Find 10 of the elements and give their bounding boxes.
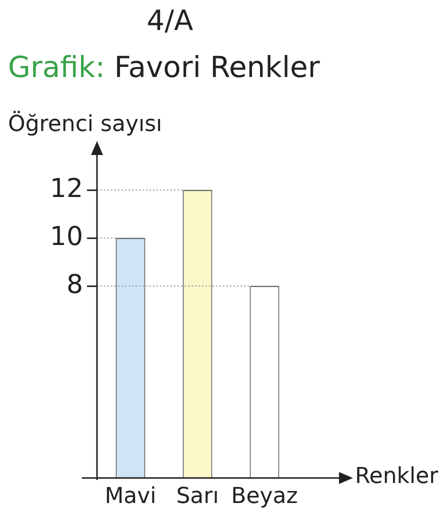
y-tick-label: 8 [66,270,83,300]
y-tick-label: 12 [50,174,83,204]
y-tick-label: 10 [50,222,83,252]
x-axis-title: Renkler [355,464,438,489]
chart-title: 4/A [146,4,194,37]
x-tick-label: Beyaz [231,484,298,509]
y-axis-title: Öğrenci sayısı [8,112,162,137]
x-tick-label: Sarı [176,484,219,509]
x-tick-label: Mavi [104,484,156,509]
chart-subtitle: Grafik: Favori Renkler [8,50,320,84]
